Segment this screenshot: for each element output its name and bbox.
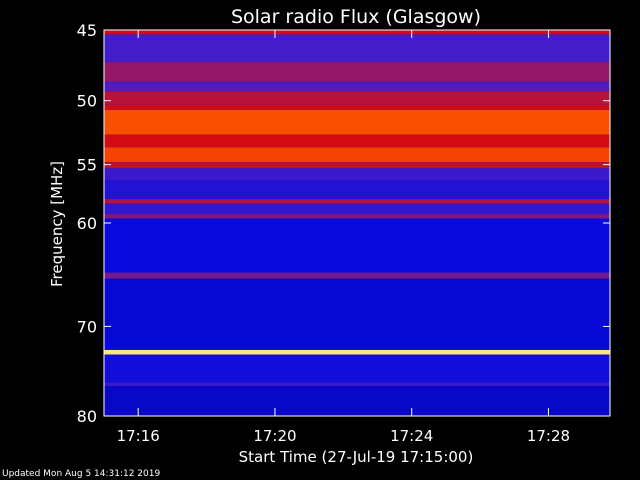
- frequency-band: [104, 134, 610, 148]
- x-tick-label: 17:24: [390, 427, 433, 445]
- y-tick-label: 70: [77, 317, 97, 336]
- frequency-band: [104, 81, 610, 92]
- x-axis: 17:16 17:20 17:24 17:28: [117, 30, 570, 445]
- y-tick-label: 50: [77, 92, 97, 111]
- frequency-band: [104, 385, 610, 416]
- x-axis-label: Start Time (27-Jul-19 17:15:00): [239, 448, 474, 466]
- frequency-band: [104, 278, 610, 350]
- frequency-band: [104, 62, 610, 82]
- frequency-band: [104, 168, 610, 181]
- updated-timestamp: Updated Mon Aug 5 14:31:12 2019: [2, 469, 161, 479]
- y-tick-label: 55: [77, 156, 97, 175]
- frequency-band: [104, 34, 610, 63]
- x-tick-label: 17:16: [117, 427, 160, 445]
- frequency-band: [104, 180, 610, 200]
- frequency-band: [104, 110, 610, 135]
- x-tick-label: 17:28: [527, 427, 570, 445]
- frequency-band: [104, 147, 610, 163]
- y-axis-label: Frequency [MHz]: [48, 161, 66, 287]
- y-axis: 45 50 55 60 70 80: [77, 21, 610, 426]
- y-tick-label: 45: [77, 21, 97, 40]
- y-tick-label: 60: [77, 214, 97, 233]
- frequency-band: [104, 30, 610, 35]
- frequency-band: [104, 162, 610, 169]
- frequency-band: [104, 382, 610, 386]
- frequency-band: [104, 91, 610, 105]
- frequency-band: [104, 104, 610, 111]
- frequency-band: [104, 349, 610, 355]
- y-tick-label: 80: [77, 407, 97, 426]
- x-tick-label: 17:20: [253, 427, 296, 445]
- frequency-band: [104, 218, 610, 273]
- plot-area: [103, 29, 611, 417]
- chart-title: Solar radio Flux (Glasgow): [231, 6, 481, 28]
- frequency-band: [104, 354, 610, 383]
- frequency-band: [104, 272, 610, 279]
- frequency-band: [104, 203, 610, 214]
- frequency-band: [104, 199, 610, 204]
- frequency-band: [104, 213, 610, 219]
